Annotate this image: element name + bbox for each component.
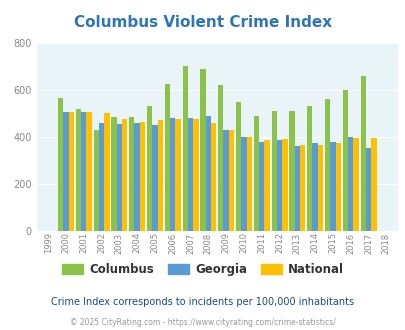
Bar — [289, 111, 294, 231]
Bar — [98, 123, 104, 231]
Bar — [75, 109, 81, 231]
Bar — [347, 137, 352, 231]
Bar — [324, 99, 329, 231]
Bar — [329, 142, 335, 231]
Bar — [312, 143, 317, 231]
Bar — [246, 137, 251, 231]
Bar — [235, 102, 241, 231]
Bar — [193, 119, 198, 231]
Bar — [253, 116, 258, 231]
Bar — [175, 119, 180, 231]
Bar — [205, 116, 211, 231]
Bar — [360, 76, 365, 231]
Bar — [122, 119, 127, 231]
Bar — [63, 112, 68, 231]
Bar — [294, 147, 299, 231]
Text: © 2025 CityRating.com - https://www.cityrating.com/crime-statistics/: © 2025 CityRating.com - https://www.city… — [70, 318, 335, 327]
Text: Crime Index corresponds to incidents per 100,000 inhabitants: Crime Index corresponds to incidents per… — [51, 297, 354, 307]
Bar — [200, 69, 205, 231]
Bar — [152, 125, 157, 231]
Bar — [86, 112, 92, 231]
Bar — [182, 66, 188, 231]
Bar — [157, 120, 162, 231]
Bar — [58, 98, 63, 231]
Bar — [317, 145, 322, 231]
Bar — [281, 139, 287, 231]
Bar — [258, 142, 264, 231]
Bar — [365, 148, 370, 231]
Bar — [111, 117, 116, 231]
Bar — [217, 85, 223, 231]
Bar — [170, 118, 175, 231]
Bar — [188, 118, 193, 231]
Text: Columbus Violent Crime Index: Columbus Violent Crime Index — [74, 15, 331, 30]
Bar — [147, 106, 152, 231]
Bar — [241, 137, 246, 231]
Bar — [129, 117, 134, 231]
Bar — [264, 141, 269, 231]
Bar — [306, 106, 312, 231]
Bar — [276, 141, 281, 231]
Bar — [228, 130, 234, 231]
Bar — [335, 143, 340, 231]
Bar — [104, 114, 109, 231]
Bar — [139, 122, 145, 231]
Bar — [116, 124, 121, 231]
Bar — [342, 90, 347, 231]
Bar — [370, 138, 375, 231]
Bar — [134, 123, 139, 231]
Bar — [271, 111, 276, 231]
Bar — [68, 112, 74, 231]
Bar — [211, 123, 216, 231]
Bar — [223, 130, 228, 231]
Legend: Columbus, Georgia, National: Columbus, Georgia, National — [57, 258, 348, 281]
Bar — [352, 138, 358, 231]
Bar — [164, 84, 170, 231]
Bar — [81, 112, 86, 231]
Bar — [299, 145, 305, 231]
Bar — [93, 130, 98, 231]
